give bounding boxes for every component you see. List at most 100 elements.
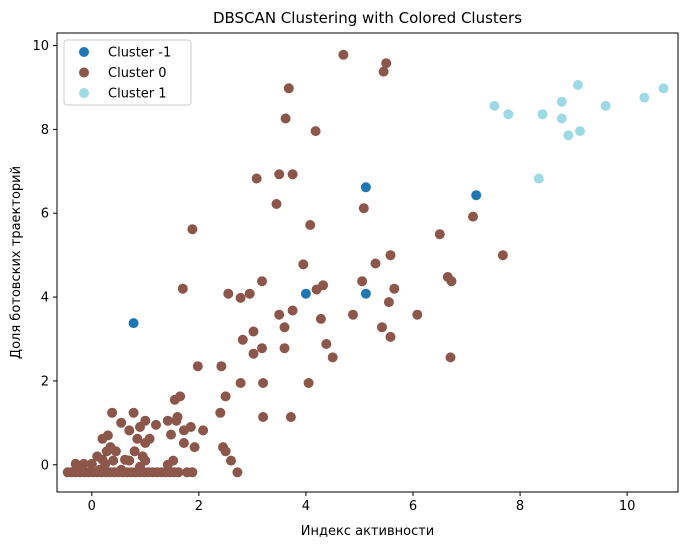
legend-label-2: Cluster 1 xyxy=(108,87,167,102)
point-cluster-1-45 xyxy=(327,352,338,363)
point-cluster-1-76 xyxy=(140,438,151,448)
point-cluster-1-17 xyxy=(370,258,381,269)
point-cluster-1-96 xyxy=(108,455,119,466)
legend-marker-2 xyxy=(79,88,89,98)
y-axis-title: Доля ботовских траекторий xyxy=(9,166,24,359)
x-tick-label-2: 2 xyxy=(195,499,203,514)
point-cluster-1-38 xyxy=(248,326,259,337)
point-cluster-1-22 xyxy=(257,276,267,287)
point-cluster-1-43 xyxy=(279,343,290,354)
y-tick-label-6: 6 xyxy=(41,207,49,222)
legend-label-1: Cluster 0 xyxy=(108,66,167,81)
point-cluster-1-5 xyxy=(310,126,321,137)
point-cluster-1-62 xyxy=(171,415,182,426)
point-cluster-1-7 xyxy=(274,169,285,180)
point-cluster-0-3 xyxy=(360,288,371,299)
point-cluster-2-6 xyxy=(503,109,514,120)
x-tick-label-6: 6 xyxy=(409,499,417,514)
point-cluster-1-70 xyxy=(178,425,189,436)
point-cluster-1-39 xyxy=(385,331,396,342)
point-cluster-1-131 xyxy=(187,467,198,478)
point-cluster-1-18 xyxy=(298,259,309,270)
point-cluster-1-3 xyxy=(283,83,294,94)
x-axis-title: Индекс активности xyxy=(301,524,434,539)
y-tick-label-8: 8 xyxy=(41,123,49,138)
point-cluster-1-24 xyxy=(389,283,400,294)
legend: Cluster -1 Cluster 0 Cluster 1 xyxy=(63,39,192,106)
point-cluster-1-34 xyxy=(412,309,423,320)
legend-box xyxy=(63,39,192,106)
point-cluster-1-10 xyxy=(358,203,369,214)
point-cluster-1-48 xyxy=(192,361,203,372)
points-layer xyxy=(62,49,669,478)
point-cluster-1-93 xyxy=(124,455,135,466)
point-cluster-1-31 xyxy=(287,305,298,316)
point-cluster-1-61 xyxy=(162,415,173,426)
point-cluster-2-0 xyxy=(572,80,583,90)
y-tick-label-0: 0 xyxy=(41,458,49,473)
point-cluster-1-41 xyxy=(321,339,332,349)
point-cluster-1-54 xyxy=(169,394,180,405)
point-cluster-1-20 xyxy=(446,276,457,287)
point-cluster-1-6 xyxy=(251,173,262,184)
point-cluster-1-77 xyxy=(178,438,189,448)
point-cluster-1-14 xyxy=(434,229,445,240)
y-axis-ticks: 0 2 4 6 8 10 xyxy=(32,39,57,473)
point-cluster-1-25 xyxy=(177,283,188,294)
point-cluster-0-0 xyxy=(128,318,139,329)
point-cluster-1-50 xyxy=(303,378,314,388)
point-cluster-1-47 xyxy=(216,361,227,372)
point-cluster-2-2 xyxy=(639,92,650,103)
point-cluster-1-21 xyxy=(357,276,368,287)
point-cluster-1-82 xyxy=(110,446,121,457)
point-cluster-1-44 xyxy=(248,348,259,359)
legend-label-0: Cluster -1 xyxy=(108,46,171,61)
point-cluster-1-42 xyxy=(257,343,267,354)
point-cluster-1-49 xyxy=(258,378,269,388)
point-cluster-1-97 xyxy=(162,459,173,470)
y-tick-label-2: 2 xyxy=(41,374,49,389)
point-cluster-1-66 xyxy=(135,422,145,432)
point-cluster-1-30 xyxy=(383,297,394,308)
point-cluster-2-4 xyxy=(489,100,500,111)
point-cluster-1-40 xyxy=(237,334,248,345)
x-axis-ticks: 0 2 4 6 8 10 xyxy=(88,492,635,514)
y-tick-label-4: 4 xyxy=(41,291,49,306)
point-cluster-1-68 xyxy=(124,425,135,436)
point-cluster-1-27 xyxy=(223,288,234,299)
point-cluster-1-33 xyxy=(348,309,358,320)
point-cluster-0-2 xyxy=(360,182,371,193)
y-tick-label-10: 10 xyxy=(32,39,49,54)
point-cluster-1-75 xyxy=(97,433,108,444)
x-tick-label-4: 4 xyxy=(302,499,310,514)
point-cluster-1-65 xyxy=(151,419,161,430)
point-cluster-1-69 xyxy=(198,425,209,436)
point-cluster-1-79 xyxy=(220,446,231,457)
point-cluster-1-11 xyxy=(468,211,478,222)
point-cluster-1-16 xyxy=(497,250,508,261)
point-cluster-1-132 xyxy=(232,467,243,478)
point-cluster-1-52 xyxy=(220,391,231,402)
point-cluster-1-98 xyxy=(226,455,236,466)
chart-title: DBSCAN Clustering with Colored Clusters xyxy=(213,9,522,27)
point-cluster-2-1 xyxy=(658,83,669,94)
point-cluster-1-26 xyxy=(311,284,322,295)
point-cluster-1-8 xyxy=(287,169,298,180)
x-tick-label-8: 8 xyxy=(516,499,524,514)
point-cluster-1-83 xyxy=(101,446,112,457)
point-cluster-1-4 xyxy=(280,113,291,124)
point-cluster-1-56 xyxy=(107,407,118,418)
point-cluster-2-7 xyxy=(537,109,548,120)
point-cluster-1-71 xyxy=(166,429,176,440)
legend-marker-1 xyxy=(79,67,89,78)
point-cluster-1-129 xyxy=(173,467,184,478)
point-cluster-1-51 xyxy=(235,378,246,388)
point-cluster-1-9 xyxy=(271,199,282,209)
point-cluster-1-60 xyxy=(258,412,269,422)
point-cluster-1-55 xyxy=(215,407,226,418)
point-cluster-1-28 xyxy=(244,288,255,299)
point-cluster-1-15 xyxy=(385,250,396,261)
point-cluster-1-84 xyxy=(129,446,140,457)
point-cluster-1-29 xyxy=(235,292,246,303)
point-cluster-2-5 xyxy=(600,100,611,111)
